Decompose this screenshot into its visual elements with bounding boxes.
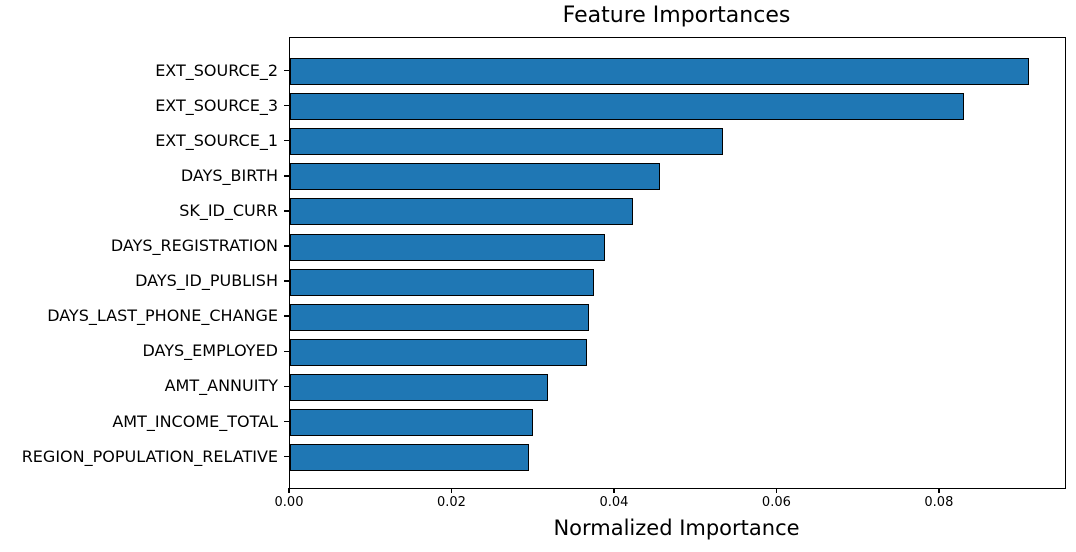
y-tick-mark	[284, 139, 289, 142]
x-tick-label: 0.06	[761, 495, 791, 510]
x-tick-label: 0.00	[274, 495, 304, 510]
y-tick-label: DAYS_BIRTH	[180, 165, 278, 185]
x-tick-mark	[938, 488, 940, 493]
y-tick-label: EXT_SOURCE_1	[155, 130, 278, 150]
y-tick-label: AMT_INCOME_TOTAL	[112, 411, 278, 431]
y-tick-label: SK_ID_CURR	[179, 200, 278, 220]
bar	[290, 233, 606, 261]
bar	[290, 409, 533, 436]
y-tick-label: DAYS_LAST_PHONE_CHANGE	[47, 306, 278, 326]
y-tick-label: EXT_SOURCE_2	[155, 60, 278, 80]
x-tick-mark	[613, 488, 615, 493]
x-tick-mark	[775, 488, 778, 493]
y-tick-label: EXT_SOURCE_3	[155, 95, 278, 115]
y-tick-mark	[284, 245, 289, 247]
y-tick-label: DAYS_ID_PUBLISH	[135, 271, 278, 291]
y-tick-label: REGION_POPULATION_RELATIVE	[21, 446, 278, 466]
bar	[290, 93, 965, 121]
x-tick-label: 0.04	[599, 495, 629, 510]
bar	[290, 303, 589, 331]
bar	[290, 338, 588, 366]
bar	[290, 58, 1030, 85]
y-tick-mark	[284, 175, 289, 177]
y-tick-mark	[284, 104, 289, 107]
x-tick-mark	[450, 488, 453, 493]
bar	[290, 268, 594, 296]
y-tick-mark	[284, 385, 289, 388]
chart-title: Feature Importances	[562, 3, 791, 28]
y-tick-label: DAYS_EMPLOYED	[142, 341, 279, 361]
x-tick-label: 0.02	[436, 495, 466, 510]
bar	[290, 444, 529, 472]
x-axis-label: Normalized Importance	[553, 516, 800, 540]
y-tick-mark	[284, 420, 289, 423]
bar	[290, 163, 660, 191]
y-tick-label: DAYS_REGISTRATION	[110, 236, 278, 255]
y-tick-label: AMT_ANNUITY	[164, 376, 278, 396]
y-tick-mark	[284, 350, 289, 353]
y-tick-mark	[284, 315, 289, 317]
y-tick-mark	[284, 69, 289, 72]
x-tick-label: 0.08	[924, 495, 954, 510]
y-tick-mark	[284, 455, 289, 458]
bar	[290, 128, 723, 156]
bar	[290, 198, 633, 226]
plot-area	[289, 37, 1066, 489]
y-tick-mark	[284, 280, 289, 282]
x-tick-mark	[288, 488, 290, 493]
y-tick-mark	[284, 210, 289, 212]
bar	[290, 373, 549, 401]
